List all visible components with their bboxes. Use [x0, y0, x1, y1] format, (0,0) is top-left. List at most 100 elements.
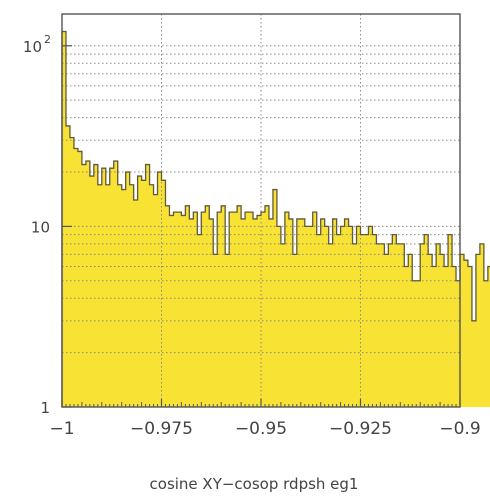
histogram-bar [97, 184, 103, 407]
histogram-bar [356, 226, 361, 407]
histogram-bar [475, 254, 481, 407]
histogram-bar [221, 205, 226, 407]
histogram-bar [368, 226, 373, 407]
histogram-bar [268, 218, 274, 407]
histogram-bar [189, 218, 194, 407]
histogram-bar [400, 243, 405, 407]
histogram-bar [452, 266, 457, 407]
histogram-bar [487, 266, 490, 407]
histogram-bar [440, 254, 445, 407]
histogram-bar [69, 137, 75, 407]
y-tick-label: 10 [23, 38, 42, 56]
histogram-bar [169, 215, 174, 407]
y-tick-label: 1 [40, 399, 50, 417]
histogram-bar [253, 218, 258, 407]
histogram-bar [121, 189, 127, 407]
grid-lines [62, 14, 460, 407]
histogram-bar [109, 168, 115, 407]
histogram-bar [225, 254, 230, 407]
histogram-bar [237, 205, 242, 407]
histogram-bar [292, 254, 298, 407]
histogram-bar [432, 266, 437, 407]
histogram-bar [444, 266, 449, 407]
histogram-bar [113, 161, 119, 407]
histogram-bar [201, 212, 206, 407]
histogram-bar [396, 243, 401, 407]
histogram-bar [320, 218, 326, 407]
histogram-outline [61, 30, 490, 407]
histogram-bar [137, 176, 142, 407]
histogram-bar [177, 212, 182, 407]
histogram-bar [62, 31, 67, 407]
histogram-bar [229, 212, 234, 407]
histogram-bar [153, 194, 158, 407]
histogram-bar [129, 184, 135, 407]
histogram-bar [471, 320, 477, 407]
histogram-bar [340, 226, 345, 407]
histogram-bar [181, 215, 186, 407]
histogram-bar [352, 243, 357, 407]
histogram-bar [245, 212, 250, 407]
histogram-bar [233, 212, 238, 407]
y-tick-exponent: 2 [44, 33, 51, 46]
histogram-bar [185, 205, 190, 407]
histogram-bar [157, 172, 162, 407]
x-tick-label: −0.95 [235, 419, 287, 439]
histogram-bar [81, 164, 87, 407]
histogram-bar [77, 151, 83, 407]
histogram-bar [145, 164, 150, 407]
histogram-bar [209, 218, 214, 407]
histogram-bar [241, 218, 246, 407]
histogram-bar [284, 212, 290, 407]
histogram-bar [264, 205, 270, 407]
x-tick-label: −0.925 [329, 419, 392, 439]
histogram-bar [384, 254, 389, 407]
x-axis-label: cosine XY−cosop rdpsh eg1 [150, 475, 359, 493]
histogram-bar [288, 218, 294, 407]
histogram-bar [436, 243, 441, 407]
histogram-bar [280, 243, 286, 407]
histogram-bar [348, 226, 353, 407]
histogram-bar [479, 243, 485, 407]
histogram-bar [420, 243, 425, 407]
histogram-bar [463, 260, 469, 407]
histogram-bar [376, 243, 381, 407]
histogram-bar [404, 266, 409, 407]
histogram-bar [344, 218, 349, 407]
histogram-bar [380, 243, 385, 407]
histogram-bar [412, 280, 417, 407]
histogram-bar [73, 148, 79, 407]
histogram-bar [416, 280, 421, 407]
histogram-bar [85, 161, 91, 407]
histogram-bar [483, 280, 489, 407]
histogram-bar [117, 184, 123, 407]
histogram-bar [125, 172, 131, 407]
histogram-bar [249, 212, 254, 407]
histogram-bar [328, 243, 334, 407]
histogram-bar [105, 184, 111, 407]
histogram-bar [161, 180, 166, 407]
x-tick-label: −0.9 [439, 419, 480, 439]
histogram-bar [428, 254, 433, 407]
x-tick-label: −1 [49, 419, 74, 439]
histogram-bar [312, 212, 318, 407]
histogram-bar [93, 164, 99, 407]
x-tick-label: −0.975 [130, 419, 193, 439]
histogram-bar [276, 226, 282, 407]
histogram-bar [165, 205, 170, 407]
histogram-bar [304, 226, 310, 407]
histogram-bar [101, 168, 107, 407]
histogram-bar [308, 226, 314, 407]
histogram-bar [141, 180, 146, 407]
histogram-bar [324, 226, 330, 407]
histogram-bar [149, 184, 154, 407]
histogram-bar [197, 234, 202, 407]
histogram-bar [213, 254, 218, 407]
histogram-bar [456, 280, 461, 407]
histogram-bar [300, 218, 306, 407]
histogram-bar [261, 212, 266, 407]
histogram-bar [257, 215, 262, 407]
histogram-bar [193, 212, 198, 407]
histogram-bar [65, 125, 71, 408]
